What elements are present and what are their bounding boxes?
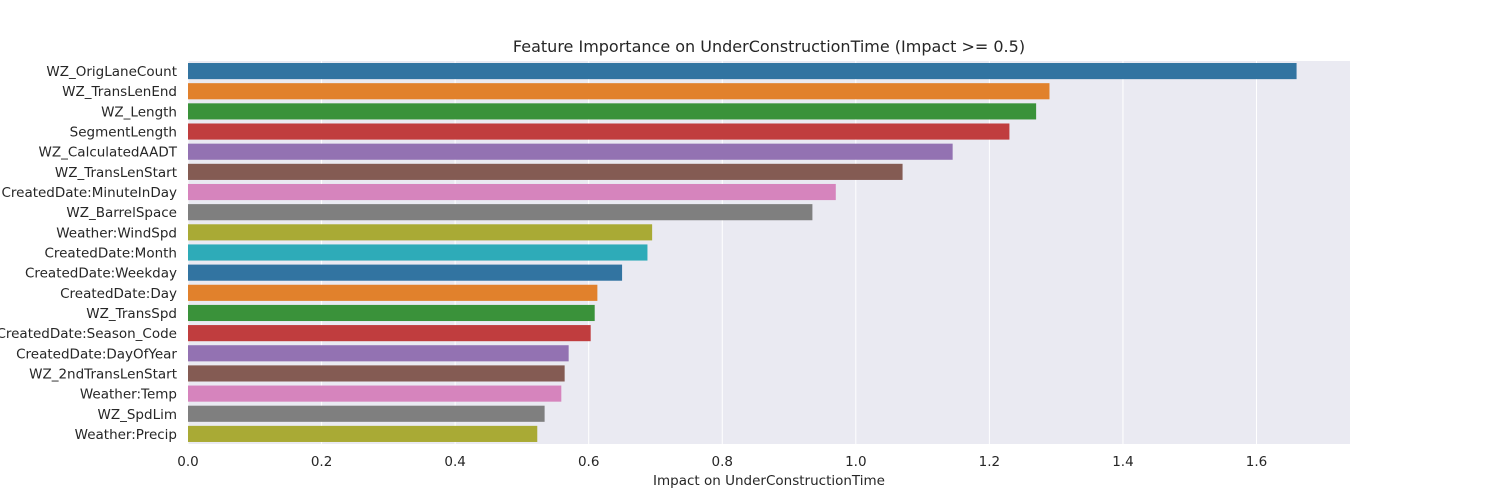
y-tick-label: WZ_TransSpd [86, 306, 177, 322]
y-tick-label: WZ_TransLenStart [55, 165, 177, 181]
x-tick-label: 1.6 [1246, 454, 1267, 470]
x-tick-label: 0.6 [578, 454, 599, 470]
y-tick-label: WZ_Length [101, 104, 177, 120]
y-tick-label: SegmentLength [70, 125, 177, 141]
x-tick-label: 1.2 [979, 454, 1000, 470]
bar [188, 425, 538, 442]
bar [188, 264, 623, 281]
y-tick-label: Weather:Temp [80, 387, 177, 403]
bar [188, 204, 813, 221]
y-tick-label: WZ_CalculatedAADT [39, 145, 178, 161]
x-tick-labels: 0.0 0.2 0.4 0.6 0.8 1.0 1.2 1.4 1.6 [177, 454, 1267, 470]
y-tick-label: CreatedDate:DayOfYear [16, 346, 177, 362]
y-tick-label: WZ_BarrelSpace [66, 205, 177, 221]
x-tick-label: 0.4 [444, 454, 465, 470]
y-tick-label: CreatedDate:MinuteInDay [1, 185, 177, 201]
bar [188, 284, 598, 301]
y-tick-label: WZ_OrigLaneCount [46, 64, 177, 80]
y-tick-label: CreatedDate:Month [44, 246, 177, 262]
bar [188, 405, 545, 422]
bar [188, 304, 595, 322]
y-tick-label: CreatedDate:Weekday [25, 266, 177, 282]
bar [188, 103, 1037, 120]
bar [188, 83, 1050, 100]
chart-title: Feature Importance on UnderConstructionT… [513, 37, 1025, 56]
bar [188, 143, 953, 160]
y-tick-label: CreatedDate:Day [60, 286, 177, 302]
x-tick-label: 1.4 [1112, 454, 1133, 470]
bar [188, 63, 1297, 80]
bar [188, 244, 648, 261]
bar [188, 183, 836, 201]
bar [188, 325, 591, 342]
bar [188, 345, 569, 362]
bar [188, 163, 903, 180]
y-tick-labels: WZ_OrigLaneCount WZ_TransLenEnd WZ_Length S… [0, 64, 178, 443]
x-tick-label: 0.8 [712, 454, 733, 470]
y-tick-label: Weather:Precip [75, 427, 177, 443]
bar [188, 365, 565, 382]
bar [188, 385, 562, 402]
bars [188, 63, 1297, 442]
y-tick-label: Weather:WindSpd [56, 225, 177, 241]
y-tick-label: WZ_TransLenEnd [62, 84, 177, 100]
y-tick-label: WZ_SpdLim [98, 407, 177, 423]
bar [188, 224, 653, 241]
x-axis-label: Impact on UnderConstructionTime [653, 473, 885, 489]
x-tick-label: 1.0 [845, 454, 866, 470]
y-tick-label: CreatedDate:Season_Code [0, 326, 177, 342]
x-tick-label: 0.0 [177, 454, 198, 470]
bar [188, 123, 1010, 140]
x-tick-label: 0.2 [311, 454, 332, 470]
y-tick-label: WZ_2ndTransLenStart [29, 366, 177, 382]
